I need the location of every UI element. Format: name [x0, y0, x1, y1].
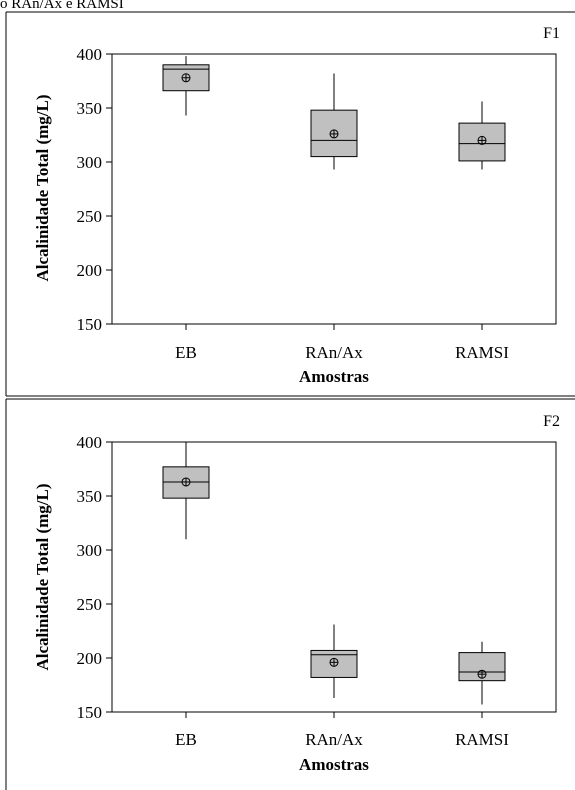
y-tick-label: 350: [77, 487, 103, 506]
x-axis-title: Amostras: [299, 755, 369, 774]
x-category-label: RAMSI: [455, 343, 509, 362]
x-category-label: RAn/Ax: [305, 343, 363, 362]
panel-f2-frame: [5, 398, 575, 790]
y-tick-label: 400: [77, 45, 103, 64]
y-tick-label: 250: [77, 207, 103, 226]
y-tick-label: 250: [77, 595, 103, 614]
y-axis-title: Alcalinidade Total (mg/L): [33, 94, 52, 281]
x-category-label: EB: [175, 343, 197, 362]
y-tick-label: 350: [77, 99, 103, 118]
mean-marker: [329, 129, 339, 139]
x-category-label: RAn/Ax: [305, 730, 363, 749]
figure-header: o RAn/Ax e RAMSI: [0, 0, 124, 12]
y-tick-label: 150: [77, 703, 103, 722]
y-tick-label: 300: [77, 153, 103, 172]
mean-marker: [181, 73, 191, 83]
mean-marker: [329, 657, 339, 667]
y-tick-label: 200: [77, 261, 103, 280]
mean-marker: [181, 477, 191, 487]
panel-label: F2: [543, 413, 560, 430]
x-category-label: EB: [175, 730, 197, 749]
y-tick-label: 200: [77, 649, 103, 668]
y-tick-label: 150: [77, 315, 103, 334]
x-axis-title: Amostras: [299, 367, 369, 386]
panel-f1-frame: [5, 11, 575, 397]
y-tick-label: 300: [77, 541, 103, 560]
y-tick-label: 400: [77, 433, 103, 452]
mean-marker: [477, 135, 487, 145]
mean-marker: [477, 669, 487, 679]
x-category-label: RAMSI: [455, 730, 509, 749]
chart-f2: F2 150 200 250 300 350 400 Alcalinidade Total (…: [33, 413, 560, 774]
y-axis-title: Alcalinidade Total (mg/L): [33, 483, 52, 670]
chart-f1: F1 150 200 250 300 350 400 Alcalinidade Total (…: [33, 25, 560, 386]
panel-label: F1: [543, 25, 560, 42]
